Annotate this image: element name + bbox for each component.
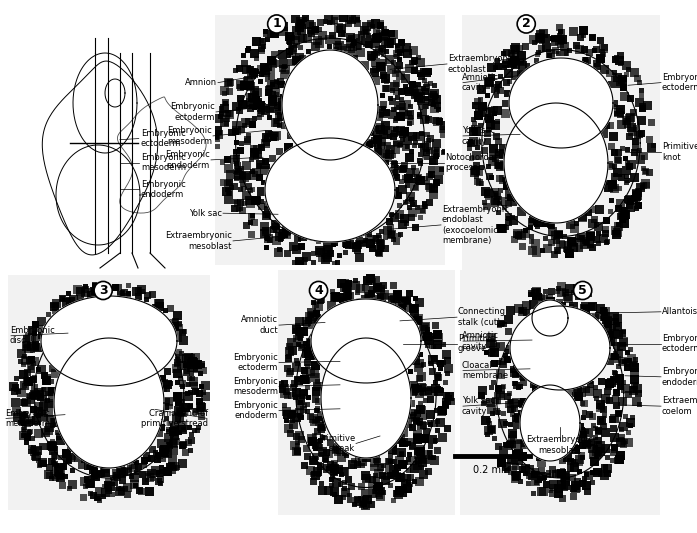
Text: Embryonic
mesoderm: Embryonic mesoderm xyxy=(167,126,212,146)
Text: Embryonic
mesoderm: Embryonic mesoderm xyxy=(5,409,50,428)
Text: Embryonic
ectoderm: Embryonic ectoderm xyxy=(141,129,185,148)
Text: Yolk sac
cavity: Yolk sac cavity xyxy=(462,397,495,416)
Circle shape xyxy=(309,281,328,300)
Text: Yolk sac: Yolk sac xyxy=(189,209,222,217)
Circle shape xyxy=(574,281,592,300)
Text: Extraembryonic
mesoblast: Extraembryonic mesoblast xyxy=(526,435,593,455)
Text: Primitive
streak: Primitive streak xyxy=(318,434,355,453)
Text: Primitive
knot: Primitive knot xyxy=(662,142,697,161)
Text: Embryonic
endoderm: Embryonic endoderm xyxy=(165,150,210,169)
Polygon shape xyxy=(520,385,580,461)
Text: Embryonic
ectoderm: Embryonic ectoderm xyxy=(170,102,215,122)
Text: Embryonic
endoderm: Embryonic endoderm xyxy=(662,367,697,386)
Polygon shape xyxy=(510,306,610,390)
Polygon shape xyxy=(504,103,608,223)
Polygon shape xyxy=(282,50,378,160)
Text: Cloacal
membrane: Cloacal membrane xyxy=(462,361,508,380)
Text: Embryonic
ectoderm: Embryonic ectoderm xyxy=(233,353,278,372)
Text: Primitive
groove: Primitive groove xyxy=(458,334,496,353)
Text: 1: 1 xyxy=(273,18,281,30)
Polygon shape xyxy=(311,299,421,383)
Text: 3: 3 xyxy=(99,284,107,297)
Text: Notochordal
process: Notochordal process xyxy=(445,153,496,172)
Polygon shape xyxy=(532,300,568,336)
Text: Embryonic
endoderm: Embryonic endoderm xyxy=(233,401,278,420)
Text: Connecting
stalk (cut): Connecting stalk (cut) xyxy=(458,308,506,327)
Text: Extraembryonic
ectoblast: Extraembryonic ectoblast xyxy=(448,54,515,74)
Text: Allantois: Allantois xyxy=(662,308,697,316)
Text: Extraembryonic
coelom: Extraembryonic coelom xyxy=(662,397,697,416)
Polygon shape xyxy=(54,338,164,468)
Text: 4: 4 xyxy=(314,284,323,297)
Circle shape xyxy=(517,15,535,33)
Text: 2: 2 xyxy=(522,18,530,30)
Circle shape xyxy=(268,15,286,33)
Text: Yolk sac
cavity: Yolk sac cavity xyxy=(462,126,495,146)
Text: Amniotic
duct: Amniotic duct xyxy=(241,316,278,335)
Circle shape xyxy=(94,281,112,300)
Text: Embryonic
disc: Embryonic disc xyxy=(10,326,55,345)
Text: Embryonic
ectoderm: Embryonic ectoderm xyxy=(662,73,697,92)
Text: Cranial end of
primitive stread: Cranial end of primitive stread xyxy=(141,409,208,428)
Text: Embryonic
mesoderm: Embryonic mesoderm xyxy=(141,153,186,172)
Text: Amniotic
cavity: Amniotic cavity xyxy=(462,332,499,351)
Text: Embryonic
ectoderm: Embryonic ectoderm xyxy=(662,334,697,353)
Polygon shape xyxy=(265,138,395,242)
Text: Embryonic
mesoderm: Embryonic mesoderm xyxy=(233,377,278,396)
Text: Extraembryonic
mesoblast: Extraembryonic mesoblast xyxy=(165,231,232,251)
Text: Embryonic
endoderm: Embryonic endoderm xyxy=(141,180,185,199)
Polygon shape xyxy=(509,58,613,148)
Text: 0.2 mm: 0.2 mm xyxy=(473,465,511,475)
Text: Amnion: Amnion xyxy=(185,78,217,87)
Text: Amniotic
cavity: Amniotic cavity xyxy=(462,73,499,92)
Text: 5: 5 xyxy=(579,284,587,297)
Polygon shape xyxy=(321,338,411,458)
Polygon shape xyxy=(41,296,177,386)
Text: Extraembryonic
endoblast
(exocoelomic
membrane): Extraembryonic endoblast (exocoelomic me… xyxy=(442,205,509,245)
